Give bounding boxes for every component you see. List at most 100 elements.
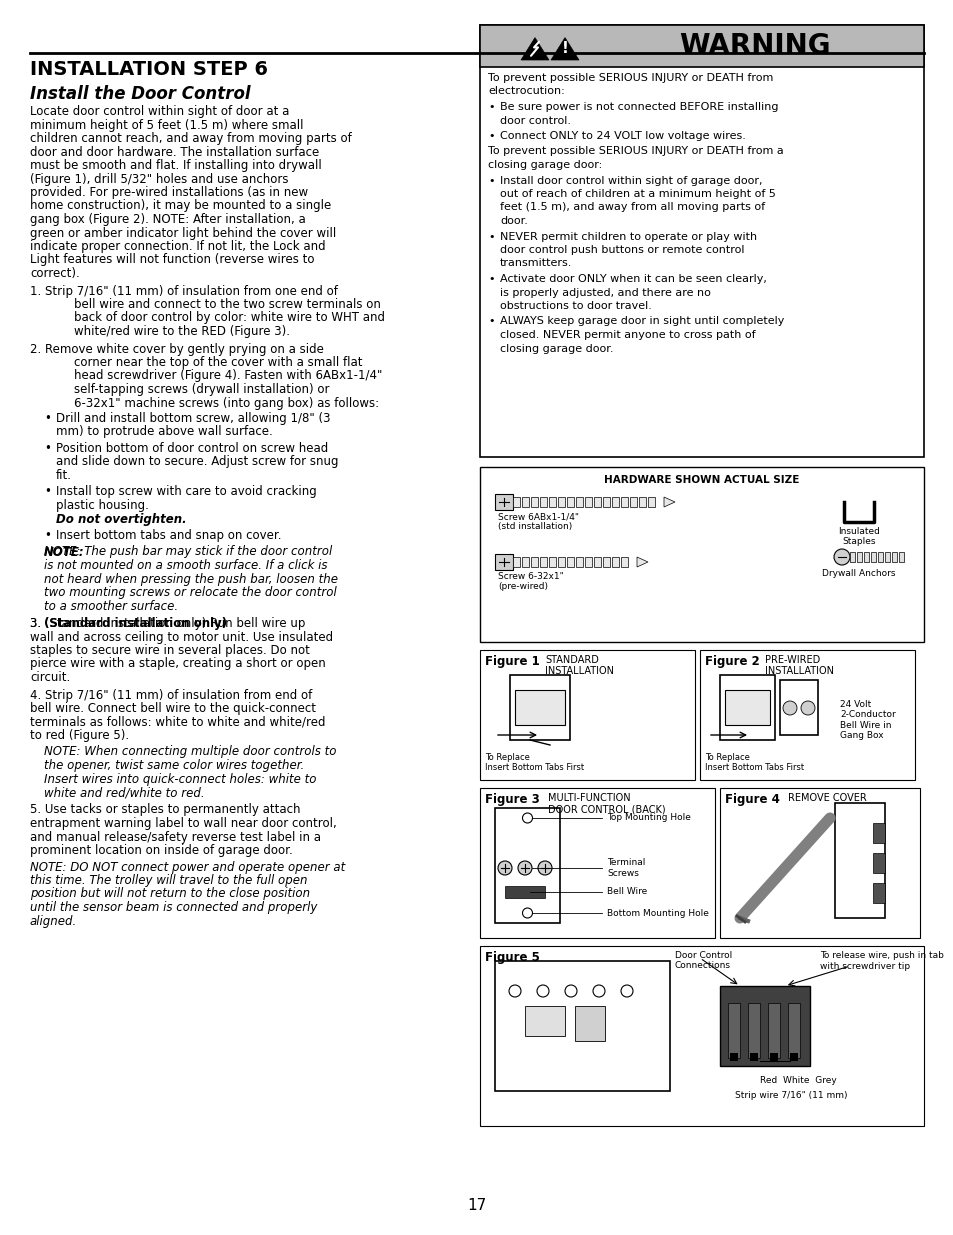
Text: •: • (44, 412, 51, 425)
Text: door control push buttons or remote control: door control push buttons or remote cont… (499, 245, 743, 254)
Text: head screwdriver (Figure 4). Fasten with 6ABx1-1/4": head screwdriver (Figure 4). Fasten with… (74, 369, 382, 383)
Bar (620, 557, 627, 567)
Bar (602, 557, 609, 567)
Text: and manual release/safety reverse test label in a: and manual release/safety reverse test l… (30, 830, 320, 844)
Text: closed. NEVER permit anyone to cross path of: closed. NEVER permit anyone to cross pat… (499, 330, 755, 340)
Bar (513, 557, 519, 567)
Text: •: • (488, 231, 494, 242)
Text: with screwdriver tip: with screwdriver tip (820, 962, 909, 971)
Bar (612, 496, 618, 508)
Text: NEVER permit children to operate or play with: NEVER permit children to operate or play… (499, 231, 757, 242)
Text: pierce wire with a staple, creating a short or open: pierce wire with a staple, creating a sh… (30, 657, 325, 671)
Text: INSTALLATION: INSTALLATION (764, 666, 833, 676)
Text: Bottom Mounting Hole: Bottom Mounting Hole (606, 909, 708, 918)
Bar (510, 676, 569, 740)
Bar (769, 1053, 778, 1061)
Bar (700, 650, 914, 781)
Bar (872, 883, 884, 903)
Text: back of door control by color: white wire to WHT and: back of door control by color: white wir… (74, 311, 385, 325)
Circle shape (517, 861, 532, 876)
Text: •: • (488, 131, 494, 141)
Text: children cannot reach, and away from moving parts of: children cannot reach, and away from mov… (30, 132, 352, 144)
Text: Locate door control within sight of door at a: Locate door control within sight of door… (30, 105, 289, 119)
Text: Insert bottom tabs and snap on cover.: Insert bottom tabs and snap on cover. (56, 529, 281, 542)
Bar (566, 496, 574, 508)
Bar (898, 552, 903, 562)
Text: must be smooth and flat. If installing into drywall: must be smooth and flat. If installing i… (30, 159, 321, 172)
Text: •: • (488, 316, 494, 326)
Text: DOOR CONTROL (BACK): DOOR CONTROL (BACK) (547, 804, 665, 814)
Text: the opener, twist same color wires together.: the opener, twist same color wires toget… (44, 760, 304, 772)
Bar (729, 1053, 738, 1061)
Text: mm) to protrude above wall surface.: mm) to protrude above wall surface. (56, 426, 273, 438)
Bar (877, 552, 882, 562)
Text: MULTI-FUNCTION: MULTI-FUNCTION (547, 793, 630, 803)
Bar (479, 25, 923, 67)
Text: To prevent possible SERIOUS INJURY or DEATH from a: To prevent possible SERIOUS INJURY or DE… (488, 147, 783, 157)
Text: Connections: Connections (675, 961, 730, 969)
Text: Top Mounting Hole: Top Mounting Hole (606, 814, 690, 823)
Bar (639, 496, 645, 508)
Bar (872, 853, 884, 873)
Bar (612, 557, 618, 567)
Bar (495, 808, 559, 923)
Bar (576, 496, 582, 508)
Text: white and red/white to red.: white and red/white to red. (44, 785, 204, 799)
Text: prominent location on inside of garage door.: prominent location on inside of garage d… (30, 844, 293, 857)
Text: Figure 1: Figure 1 (484, 655, 539, 668)
Text: •: • (488, 274, 494, 284)
Text: bell wire. Connect bell wire to the quick-connect: bell wire. Connect bell wire to the quic… (30, 701, 315, 715)
Text: 6-32x1" machine screws (into gang box) as follows:: 6-32x1" machine screws (into gang box) a… (74, 396, 378, 410)
Text: Activate door ONLY when it can be seen clearly,: Activate door ONLY when it can be seen c… (499, 274, 766, 284)
Text: NOTE: The push bar may stick if the door control: NOTE: The push bar may stick if the door… (44, 546, 332, 558)
Text: Install top screw with care to avoid cracking: Install top screw with care to avoid cra… (56, 485, 316, 499)
Text: HARDWARE SHOWN ACTUAL SIZE: HARDWARE SHOWN ACTUAL SIZE (603, 475, 799, 485)
Polygon shape (663, 496, 675, 508)
Circle shape (593, 986, 604, 997)
Text: is not mounted on a smooth surface. If a click is: is not mounted on a smooth surface. If a… (44, 559, 327, 572)
Text: provided. For pre-wired installations (as in new: provided. For pre-wired installations (a… (30, 186, 308, 199)
Polygon shape (551, 37, 578, 61)
Bar (495, 961, 669, 1091)
Bar (872, 823, 884, 844)
Bar (849, 552, 854, 562)
Bar (504, 885, 544, 898)
Bar (558, 496, 564, 508)
Bar (884, 552, 889, 562)
Text: 5. Use tacks or staples to permanently attach: 5. Use tacks or staples to permanently a… (30, 804, 300, 816)
Text: (Figure 1), drill 5/32" holes and use anchors: (Figure 1), drill 5/32" holes and use an… (30, 173, 288, 185)
Bar (584, 557, 592, 567)
Bar (720, 986, 809, 1066)
Text: Screw 6-32x1": Screw 6-32x1" (497, 572, 563, 580)
Bar (787, 1003, 800, 1058)
Text: to red (Figure 5).: to red (Figure 5). (30, 729, 129, 742)
Bar (479, 467, 923, 642)
Text: (pre-wired): (pre-wired) (497, 582, 547, 592)
Bar (870, 552, 875, 562)
Circle shape (509, 986, 520, 997)
Text: this time. The trolley will travel to the full open: this time. The trolley will travel to th… (30, 874, 307, 887)
Bar (575, 1007, 604, 1041)
Text: Bell Wire: Bell Wire (606, 888, 646, 897)
Text: NOTE: DO NOT connect power and operate opener at: NOTE: DO NOT connect power and operate o… (30, 861, 345, 873)
Bar (620, 496, 627, 508)
Text: 2. Remove white cover by gently prying on a side: 2. Remove white cover by gently prying o… (30, 342, 323, 356)
Text: not heard when pressing the push bar, loosen the: not heard when pressing the push bar, lo… (44, 573, 337, 585)
Text: Figure 5: Figure 5 (484, 951, 539, 965)
Text: 3. (Standard installation only) Run bell wire up: 3. (Standard installation only) Run bell… (30, 618, 305, 630)
Circle shape (801, 701, 814, 715)
Text: Do not overtighten.: Do not overtighten. (56, 513, 187, 526)
Text: Screw 6ABx1-1/4": Screw 6ABx1-1/4" (497, 513, 578, 521)
Text: white/red wire to the RED (Figure 3).: white/red wire to the RED (Figure 3). (74, 325, 290, 338)
Text: is properly adjusted, and there are no: is properly adjusted, and there are no (499, 288, 710, 298)
Text: To Replace
Insert Bottom Tabs First: To Replace Insert Bottom Tabs First (704, 752, 803, 772)
Text: correct).: correct). (30, 267, 80, 280)
Circle shape (522, 813, 532, 823)
Text: Position bottom of door control on screw head: Position bottom of door control on screw… (56, 442, 328, 454)
Text: Staples: Staples (841, 537, 875, 546)
Bar (602, 496, 609, 508)
Bar (834, 803, 884, 918)
Bar (513, 496, 519, 508)
Text: STANDARD: STANDARD (544, 655, 598, 664)
Text: terminals as follows: white to white and white/red: terminals as follows: white to white and… (30, 715, 325, 729)
